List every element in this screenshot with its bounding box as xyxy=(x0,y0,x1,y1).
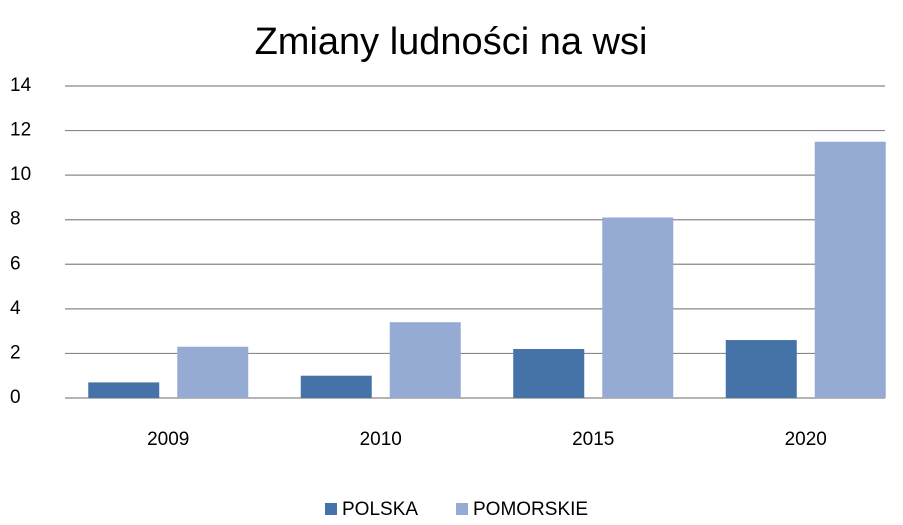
y-tick-label: 14 xyxy=(10,75,32,96)
y-tick-label: 10 xyxy=(10,164,31,185)
legend-label: POMORSKIE xyxy=(473,499,588,520)
y-tick-label: 0 xyxy=(10,387,21,408)
x-tick-label: 2020 xyxy=(785,429,827,450)
legend-swatch xyxy=(325,503,337,515)
x-tick-label: 2009 xyxy=(147,429,189,450)
bar xyxy=(300,375,372,398)
y-tick-label: 2 xyxy=(10,342,21,363)
y-tick-label: 12 xyxy=(10,120,31,141)
legend-swatch xyxy=(456,503,468,515)
x-tick-label: 2010 xyxy=(360,429,402,450)
y-tick-label: 8 xyxy=(10,209,21,230)
y-tick-label: 6 xyxy=(10,253,21,274)
chart-title: Zmiany ludności na wsi xyxy=(255,21,648,63)
bar xyxy=(513,348,585,398)
bar xyxy=(88,382,160,398)
x-tick-label: 2015 xyxy=(572,429,614,450)
y-tick-label: 4 xyxy=(10,298,21,319)
bar xyxy=(389,322,461,398)
bar xyxy=(177,346,249,398)
bar xyxy=(725,340,797,398)
bar xyxy=(814,141,886,398)
bar xyxy=(602,217,674,398)
legend-label: POLSKA xyxy=(342,499,418,520)
